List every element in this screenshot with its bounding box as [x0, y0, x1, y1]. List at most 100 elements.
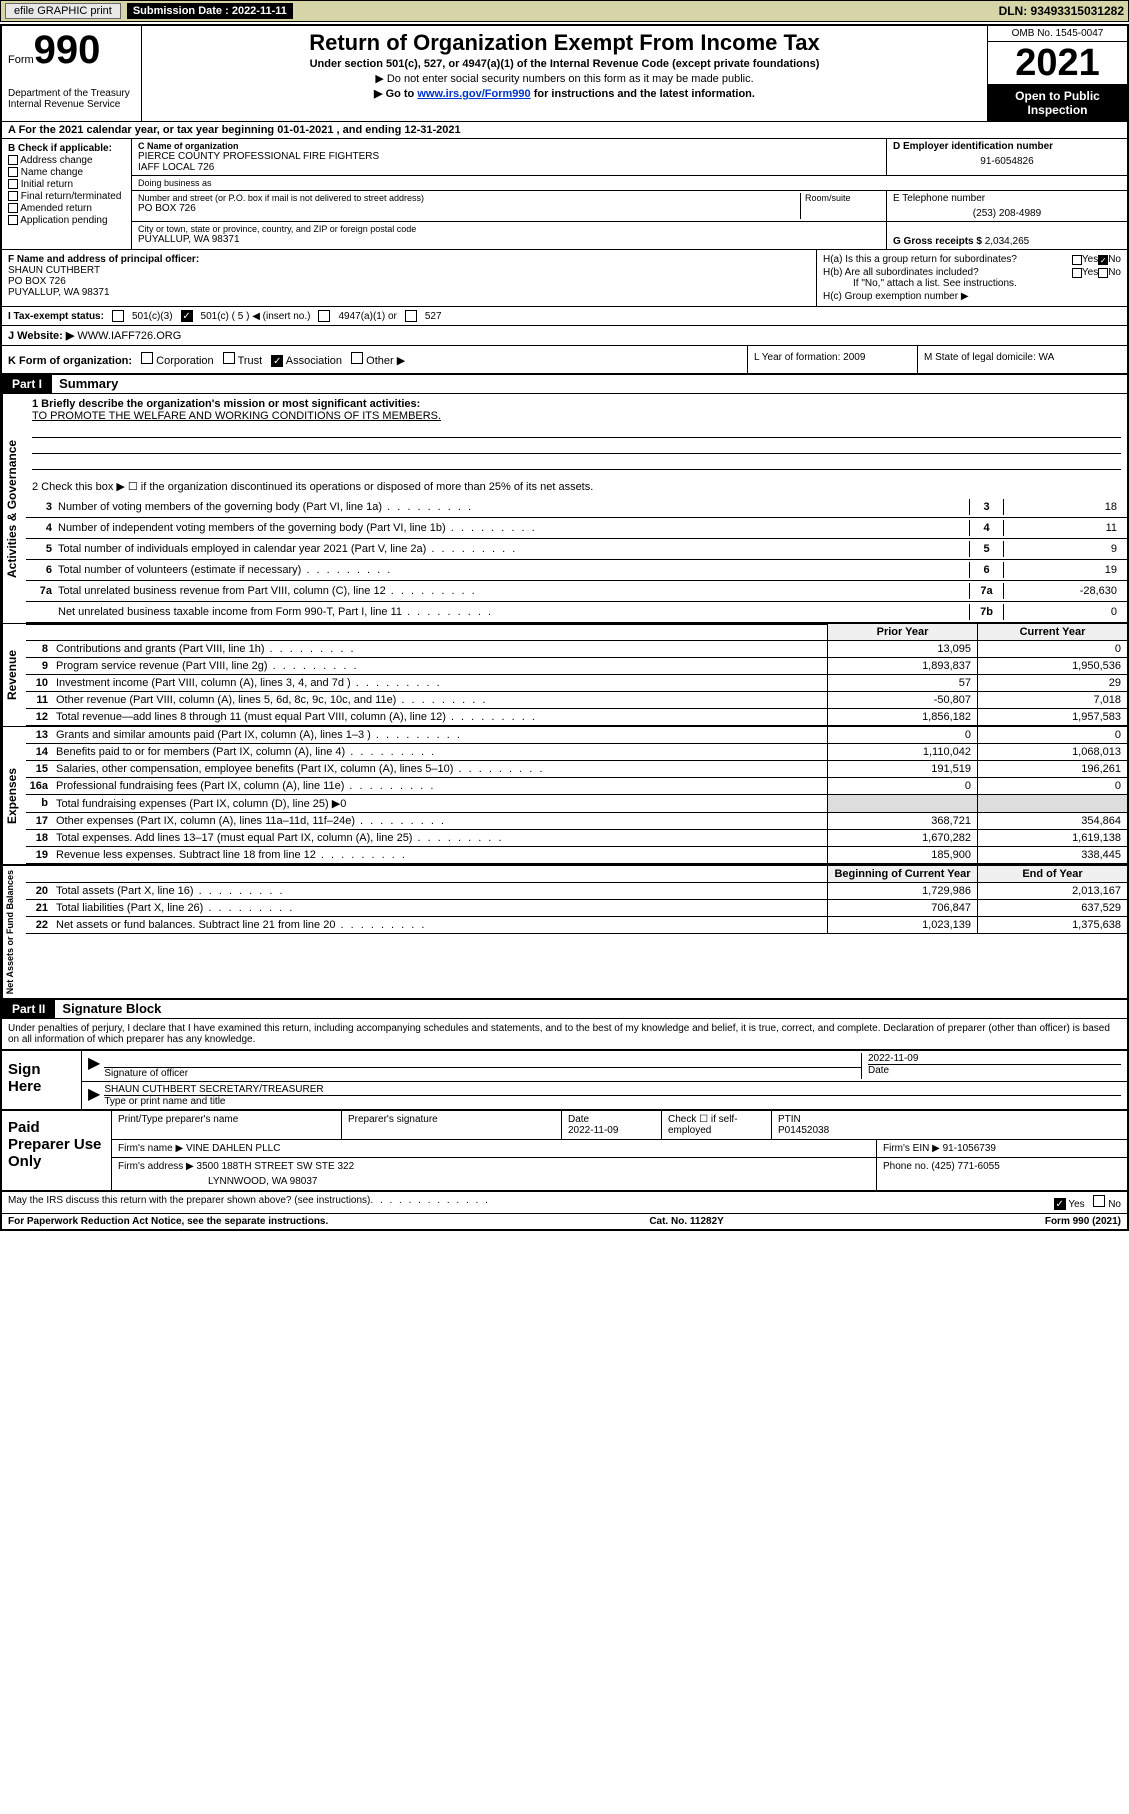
- line-box-num: 7a: [969, 583, 1003, 599]
- chk-final-return[interactable]: [8, 191, 18, 201]
- officer-printed-name: SHAUN CUTHBERT SECRETARY/TREASURER: [104, 1084, 1121, 1095]
- dots: [453, 763, 544, 775]
- part-ii-badge: Part II: [2, 1000, 55, 1018]
- lbl-initial-return: Initial return: [21, 179, 73, 190]
- opt-other: Other ▶: [366, 355, 405, 367]
- irs-link[interactable]: www.irs.gov/Form990: [417, 88, 530, 100]
- sign-here-label: Sign Here: [2, 1051, 82, 1109]
- dots: [371, 729, 462, 741]
- current-year-value: 29: [977, 675, 1127, 691]
- summary-line: Net unrelated business taxable income fr…: [26, 602, 1127, 623]
- dots: [268, 660, 359, 672]
- gross-value: 2,034,265: [985, 236, 1030, 247]
- sign-here-block: Sign Here ▶ Signature of officer 2022-11…: [2, 1049, 1127, 1111]
- discuss-yes-chk[interactable]: ✓: [1054, 1198, 1066, 1210]
- hb-yes-chk[interactable]: [1072, 268, 1082, 278]
- dots: [412, 832, 503, 844]
- omb-number: OMB No. 1545-0047: [988, 26, 1127, 42]
- form-foot: Form 990 (2021): [1045, 1216, 1121, 1227]
- prior-year-value: 0: [827, 778, 977, 794]
- chk-other[interactable]: [351, 352, 363, 364]
- paid-preparer-label: Paid Preparer Use Only: [2, 1111, 112, 1190]
- chk-amended-return[interactable]: [8, 203, 18, 213]
- hb-note: If "No," attach a list. See instructions…: [853, 278, 1121, 289]
- form-number: 990: [34, 28, 101, 72]
- line-box-num: 6: [969, 562, 1003, 578]
- header-note-link: ▶ Go to www.irs.gov/Form990 for instruct…: [148, 87, 981, 100]
- chk-4947[interactable]: [318, 310, 330, 322]
- city-label: City or town, state or province, country…: [138, 224, 880, 234]
- hb-no: No: [1108, 267, 1121, 278]
- line-num: 15: [26, 761, 54, 777]
- prior-year-value: 706,847: [827, 900, 977, 916]
- cat-no: Cat. No. 11282Y: [328, 1216, 1045, 1227]
- summary-revenue: Revenue Prior Year Current Year 8Contrib…: [2, 623, 1127, 726]
- line-num: 9: [26, 658, 54, 674]
- line-desc: Total liabilities (Part X, line 26): [54, 900, 827, 916]
- dots: [194, 885, 285, 897]
- summary-line: 16aProfessional fundraising fees (Part I…: [26, 778, 1127, 795]
- chk-address-change[interactable]: [8, 155, 18, 165]
- current-year-value: 1,619,138: [977, 830, 1127, 846]
- mission-text: TO PROMOTE THE WELFARE AND WORKING CONDI…: [32, 410, 1121, 422]
- chk-name-change[interactable]: [8, 167, 18, 177]
- current-year-value: [977, 795, 1127, 812]
- cell-address: Number and street (or P.O. box if mail i…: [132, 191, 887, 221]
- ha-yes-chk[interactable]: [1072, 255, 1082, 265]
- summary-line: 12Total revenue—add lines 8 through 11 (…: [26, 709, 1127, 726]
- side-label-expenses: Expenses: [2, 727, 26, 864]
- line-desc: Total revenue—add lines 8 through 11 (mu…: [54, 709, 827, 725]
- paid-preparer-block: Paid Preparer Use Only Print/Type prepar…: [2, 1111, 1127, 1192]
- gross-label: G Gross receipts $: [893, 236, 982, 247]
- chk-trust[interactable]: [223, 352, 235, 364]
- opt-trust: Trust: [238, 355, 263, 367]
- arrow-icon: ▶: [88, 1084, 104, 1107]
- mission-block: 1 Briefly describe the organization's mi…: [26, 394, 1127, 497]
- line-num: 18: [26, 830, 54, 846]
- chk-501c3[interactable]: [112, 310, 124, 322]
- line-num: b: [26, 795, 54, 812]
- part-ii-title: Signature Block: [58, 1001, 161, 1016]
- header-left: Form990 Department of the Treasury Inter…: [2, 26, 142, 121]
- ha-no-chk[interactable]: ✓: [1098, 255, 1108, 265]
- chk-501c[interactable]: ✓: [181, 310, 193, 322]
- org-name-1: PIERCE COUNTY PROFESSIONAL FIRE FIGHTERS: [138, 151, 880, 162]
- chk-application-pending[interactable]: [8, 215, 18, 225]
- current-year-value: 1,375,638: [977, 917, 1127, 933]
- current-year-value: 0: [977, 727, 1127, 743]
- part-i-header-row: Part I Summary: [2, 375, 1127, 394]
- line-value: 19: [1003, 562, 1123, 578]
- dept-treasury: Department of the Treasury: [8, 88, 135, 99]
- chk-association[interactable]: ✓: [271, 355, 283, 367]
- line-num: 19: [26, 847, 54, 863]
- col-b-checkboxes: B Check if applicable: Address change Na…: [2, 139, 132, 249]
- firm-phone-value: (425) 771-6055: [931, 1161, 999, 1172]
- hb-no-chk[interactable]: [1098, 268, 1108, 278]
- col-prior-year: Prior Year: [827, 624, 977, 640]
- row-i-tax-status: I Tax-exempt status: 501(c)(3) ✓ 501(c) …: [2, 307, 1127, 326]
- firm-phone-label: Phone no.: [883, 1161, 929, 1172]
- state-domicile: M State of legal domicile: WA: [917, 346, 1127, 373]
- summary-line: 7aTotal unrelated business revenue from …: [26, 581, 1127, 602]
- col-beginning-year: Beginning of Current Year: [827, 866, 977, 882]
- firm-name-label: Firm's name ▶: [118, 1143, 183, 1154]
- efile-button[interactable]: efile GRAPHIC print: [5, 3, 121, 19]
- hc-label: H(c) Group exemption number ▶: [823, 291, 1121, 302]
- hb-yes: Yes: [1082, 267, 1098, 278]
- prior-year-value: 57: [827, 675, 977, 691]
- current-year-value: 1,068,013: [977, 744, 1127, 760]
- chk-corporation[interactable]: [141, 352, 153, 364]
- chk-initial-return[interactable]: [8, 179, 18, 189]
- summary-line: 22Net assets or fund balances. Subtract …: [26, 917, 1127, 934]
- lbl-name-change: Name change: [21, 167, 83, 178]
- year-formation: L Year of formation: 2009: [747, 346, 917, 373]
- line-num: 21: [26, 900, 54, 916]
- ein-label: D Employer identification number: [893, 141, 1121, 152]
- ha-yes: Yes: [1082, 254, 1098, 265]
- line-2-checkbox: 2 Check this box ▶ ☐ if the organization…: [32, 480, 1121, 493]
- chk-527[interactable]: [405, 310, 417, 322]
- org-name-2: IAFF LOCAL 726: [138, 162, 880, 173]
- tax-year: 2021: [988, 42, 1127, 85]
- discuss-no-chk[interactable]: [1093, 1195, 1105, 1207]
- line-desc: Net assets or fund balances. Subtract li…: [54, 917, 827, 933]
